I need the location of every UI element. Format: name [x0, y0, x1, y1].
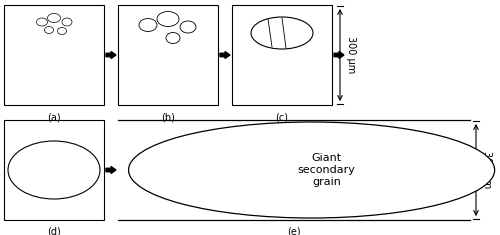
- Text: (d): (d): [47, 227, 61, 235]
- Text: 300 μm: 300 μm: [482, 151, 492, 189]
- Ellipse shape: [8, 141, 100, 199]
- FancyArrow shape: [106, 167, 116, 173]
- FancyArrow shape: [220, 51, 230, 59]
- Bar: [118, 5, 218, 105]
- Text: (e): (e): [287, 227, 301, 235]
- Text: (b): (b): [161, 112, 175, 122]
- Ellipse shape: [166, 32, 180, 43]
- Ellipse shape: [251, 17, 313, 49]
- Ellipse shape: [180, 21, 196, 33]
- Text: (a): (a): [47, 112, 61, 122]
- Text: Giant
secondary
grain: Giant secondary grain: [298, 153, 356, 187]
- Text: (c): (c): [276, 112, 288, 122]
- Ellipse shape: [44, 27, 54, 34]
- Ellipse shape: [62, 18, 72, 26]
- Ellipse shape: [36, 18, 48, 26]
- Ellipse shape: [48, 13, 60, 23]
- Bar: [4, 120, 104, 220]
- Ellipse shape: [58, 27, 66, 35]
- Ellipse shape: [157, 12, 179, 27]
- FancyArrow shape: [334, 51, 344, 59]
- FancyArrow shape: [106, 51, 116, 59]
- Ellipse shape: [128, 122, 494, 218]
- Ellipse shape: [139, 19, 157, 31]
- Bar: [4, 5, 104, 105]
- Text: 300 μm: 300 μm: [346, 36, 356, 74]
- Bar: [232, 5, 332, 105]
